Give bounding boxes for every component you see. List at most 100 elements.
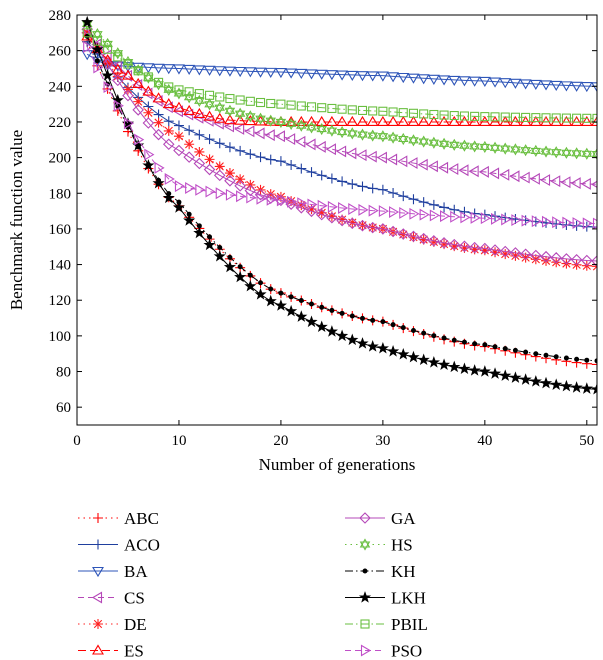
marker-triangle-right bbox=[206, 187, 215, 197]
marker-triangle-up bbox=[388, 117, 398, 126]
y-tick-label: 100 bbox=[49, 329, 72, 345]
y-tick-label: 60 bbox=[56, 400, 71, 416]
marker-triangle-down bbox=[245, 68, 255, 77]
marker-star bbox=[357, 338, 367, 348]
marker-dot bbox=[248, 273, 252, 277]
marker-plus bbox=[398, 191, 408, 201]
legend-label: ACO bbox=[124, 536, 160, 555]
y-tick-label: 80 bbox=[56, 365, 71, 381]
marker-triangle-down bbox=[266, 68, 276, 77]
marker-triangle-down bbox=[541, 81, 551, 90]
marker-dot bbox=[483, 343, 487, 347]
legend-label: BA bbox=[124, 562, 148, 581]
marker-dot bbox=[259, 281, 263, 285]
y-tick-label: 220 bbox=[49, 115, 72, 131]
marker-asterisk bbox=[154, 118, 164, 128]
marker-plus bbox=[194, 130, 204, 140]
marker-star bbox=[510, 372, 520, 382]
marker-plus bbox=[317, 170, 327, 180]
marker-triangle-left bbox=[286, 134, 295, 144]
marker-dot bbox=[564, 356, 568, 360]
marker-star bbox=[337, 330, 347, 340]
marker-triangle-up bbox=[398, 117, 408, 126]
marker-star bbox=[469, 365, 479, 375]
legend-item-hs: HS bbox=[345, 536, 413, 555]
marker-triangle-down bbox=[470, 77, 480, 86]
marker-star bbox=[306, 316, 316, 326]
legend: ABCACOBACSDEESGAHSKHLKHPBILPSO bbox=[78, 509, 428, 660]
marker-triangle-down bbox=[419, 75, 429, 84]
marker-star bbox=[531, 376, 541, 386]
marker-star bbox=[378, 343, 388, 353]
marker-plus bbox=[296, 164, 306, 174]
marker-dot bbox=[473, 342, 477, 346]
marker-dot bbox=[554, 355, 558, 359]
marker-triangle-down bbox=[143, 64, 153, 73]
marker-triangle-down bbox=[521, 80, 531, 89]
marker-triangle-down bbox=[398, 73, 408, 82]
marker-star bbox=[561, 381, 571, 391]
legend-item-cs: CS bbox=[78, 589, 145, 608]
marker-plus bbox=[93, 540, 103, 550]
marker-triangle-up bbox=[337, 117, 347, 126]
marker-triangle-down bbox=[235, 68, 245, 77]
marker-dot bbox=[371, 318, 375, 322]
marker-triangle-down bbox=[551, 81, 561, 90]
x-axis-title: Number of generations bbox=[259, 455, 416, 474]
marker-plus bbox=[357, 181, 367, 191]
y-tick-label: 120 bbox=[49, 293, 72, 309]
marker-triangle-down bbox=[225, 67, 235, 76]
marker-triangle-down bbox=[296, 69, 306, 78]
marker-plus bbox=[429, 200, 439, 210]
marker-triangle-down bbox=[317, 70, 327, 79]
marker-star bbox=[459, 363, 469, 373]
marker-dot bbox=[442, 336, 446, 340]
marker-plus bbox=[368, 183, 378, 193]
series-ba bbox=[82, 51, 602, 92]
marker-triangle-right bbox=[165, 174, 174, 184]
marker-plus bbox=[276, 156, 286, 166]
marker-triangle-down bbox=[449, 76, 459, 85]
marker-dot bbox=[330, 308, 334, 312]
marker-star bbox=[102, 70, 112, 80]
x-tick-label: 40 bbox=[477, 433, 492, 449]
marker-triangle-left bbox=[296, 137, 305, 147]
marker-dot bbox=[422, 331, 426, 335]
legend-item-abc: ABC bbox=[78, 509, 159, 528]
marker-plus bbox=[266, 155, 276, 165]
marker-plus bbox=[93, 513, 103, 523]
marker-triangle-down bbox=[205, 66, 215, 75]
legend-label: HS bbox=[391, 536, 413, 555]
legend-label: ABC bbox=[124, 509, 159, 528]
marker-triangle-right bbox=[196, 185, 205, 195]
marker-triangle-up bbox=[93, 646, 103, 655]
marker-asterisk bbox=[93, 619, 103, 629]
marker-triangle-down bbox=[459, 77, 469, 86]
marker-asterisk bbox=[164, 126, 174, 136]
legend-label: LKH bbox=[391, 589, 426, 608]
marker-plus bbox=[286, 160, 296, 170]
legend-label: GA bbox=[391, 509, 416, 528]
marker-triangle-down bbox=[307, 70, 317, 79]
marker-triangle-up bbox=[378, 117, 388, 126]
marker-plus bbox=[337, 176, 347, 186]
y-tick-label: 180 bbox=[49, 186, 72, 202]
marker-triangle-down bbox=[500, 79, 510, 88]
series-line bbox=[87, 33, 597, 185]
marker-dot bbox=[228, 255, 232, 259]
marker-plus bbox=[245, 149, 255, 159]
marker-dot bbox=[391, 323, 395, 327]
marker-triangle-down bbox=[93, 568, 103, 577]
marker-triangle-down bbox=[347, 71, 357, 80]
marker-star bbox=[582, 383, 592, 393]
marker-star bbox=[541, 378, 551, 388]
marker-star bbox=[418, 354, 428, 364]
x-tick-label: 10 bbox=[171, 433, 186, 449]
legend-item-kh: KH bbox=[345, 562, 416, 581]
series-ga bbox=[82, 24, 602, 266]
marker-triangle-up bbox=[408, 117, 418, 126]
marker-triangle-down bbox=[327, 71, 337, 80]
legend-label: CS bbox=[124, 589, 145, 608]
marker-star bbox=[286, 306, 296, 316]
marker-plus bbox=[378, 185, 388, 195]
